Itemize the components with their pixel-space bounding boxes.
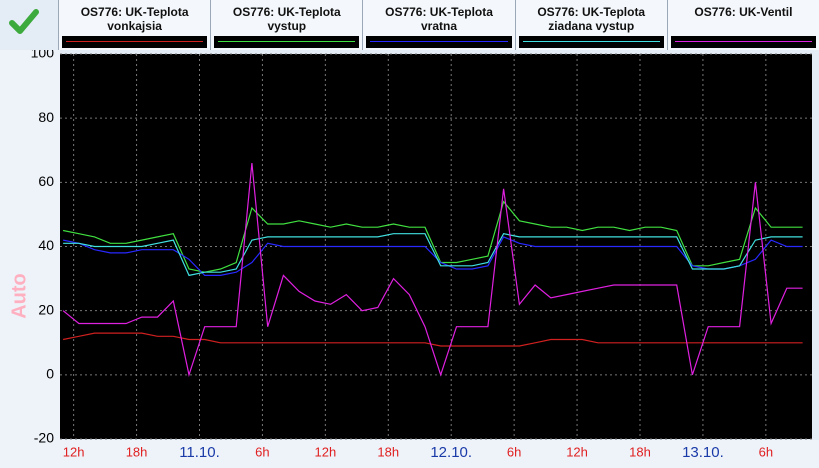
x-tick-label: 12h [566,444,588,459]
x-tick-label: 12h [63,444,85,459]
y-tick-label: 0 [46,366,54,382]
x-tick-label: 12.10. [430,444,472,461]
legend-label: OS776: UK-Teplota ziadana vystup [537,5,646,33]
legend-item: OS776: UK-Teplota vratna [362,0,515,50]
x-tick-label: 6h [507,444,521,459]
legend-label: OS776: UK-Teplota vonkajsia [80,5,189,33]
legend-item: OS776: UK-Teplota vonkajsia [58,0,211,50]
legend-swatch-box [62,36,208,48]
x-tick-label: 18h [126,444,148,459]
legend-swatch [66,41,204,42]
legend-item: OS776: UK-Ventil [666,0,819,50]
x-tick-label: 12h [314,444,336,459]
y-tick-label: 40 [38,237,54,253]
y-tick-label: 80 [38,109,54,125]
y-axis-label: Auto [8,273,30,319]
series-line [62,332,803,347]
legend-label: OS776: UK-Teplota vratna [385,5,493,33]
x-tick-label: 6h [255,444,269,459]
legend-swatch [674,41,813,42]
x-tick-label: 13.10. [682,444,724,461]
legend-swatch-box [366,36,512,48]
header: OS776: UK-Teplota vonkajsia OS776: UK-Tep… [0,0,819,50]
axis-panel [0,50,60,468]
legend-swatch [218,41,356,42]
y-tick-label: 60 [38,173,54,189]
series-line [63,233,803,277]
legend-item: OS776: UK-Teplota vystup [210,0,363,50]
legend: OS776: UK-Teplota vonkajsia OS776: UK-Tep… [58,0,819,50]
series-line [62,200,803,273]
x-tick-label: 18h [629,444,651,459]
x-tick-label: 18h [377,444,399,459]
legend-swatch [370,41,508,42]
x-tick-label: 6h [759,444,773,459]
chart: Auto -20 0 20 40 60 80 100 12h 18h 11.10. 6h 12h 18h… [0,50,819,468]
status-check-icon [9,9,39,34]
axis-panel [60,440,819,468]
legend-label: OS776: UK-Teplota vystup [232,5,341,33]
legend-swatch-box [670,36,817,48]
legend-swatch [522,41,660,42]
legend-label: OS776: UK-Ventil [694,5,793,19]
y-tick-label: 100 [31,50,55,61]
x-tick-label: 11.10. [179,444,220,461]
legend-item: OS776: UK-Teplota ziadana vystup [514,0,667,50]
legend-swatch-box [518,36,664,48]
y-tick-label: -20 [34,430,54,446]
legend-swatch-box [214,36,360,48]
series-line [62,163,803,378]
y-tick-label: 20 [38,301,54,317]
series-line [62,236,803,276]
